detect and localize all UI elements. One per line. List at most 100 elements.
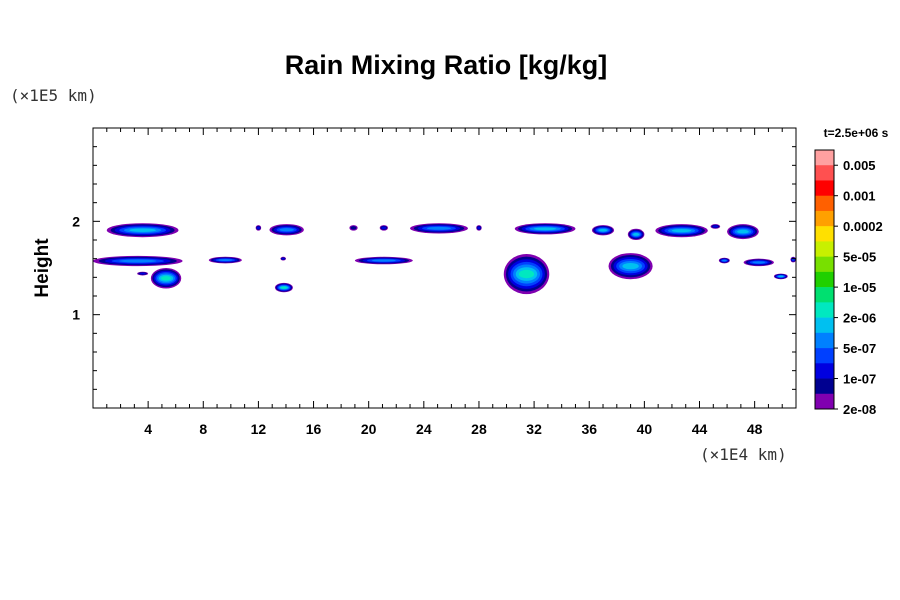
contour-region (773, 273, 788, 280)
contour-level (533, 227, 557, 231)
contour-level (371, 259, 396, 262)
contour-region (608, 253, 653, 280)
contour-region (137, 271, 149, 276)
x-axis-unit: (×1E4 km) (700, 445, 787, 464)
x-tick-label: 4 (144, 421, 152, 437)
colorbar-label: 0.005 (843, 158, 876, 173)
x-tick-label: 12 (251, 421, 267, 437)
x-tick-label: 24 (416, 421, 432, 437)
colorbar-label: 5e-07 (843, 341, 876, 356)
contour-level (778, 275, 784, 278)
colorbar-segment (815, 256, 834, 273)
contour-region (280, 256, 286, 261)
contour-level (752, 261, 766, 264)
contour-region (274, 282, 293, 293)
colorbar-frame (814, 149, 835, 410)
x-tick-label: 44 (692, 421, 708, 437)
colorbar-segment (815, 241, 834, 257)
x-tick-label: 16 (306, 421, 322, 437)
y-axis-unit: (×1E5 km) (10, 86, 97, 105)
colorbar-segment (815, 287, 834, 303)
contour-level (281, 257, 285, 260)
x-tick-label: 32 (526, 421, 542, 437)
y-axis-label: Height (32, 238, 53, 298)
contour-region (150, 268, 182, 289)
x-tick-label: 48 (747, 421, 763, 437)
chart-title: Rain Mixing Ratio [kg/kg] (285, 50, 608, 80)
contour-region (379, 225, 388, 231)
contour-region (710, 224, 721, 229)
contour-region (354, 256, 413, 265)
contour-region (208, 256, 242, 264)
contour-level (256, 226, 260, 230)
contour-region (718, 257, 730, 264)
time-label: t=2.5e+06 s (824, 126, 889, 140)
contour-level (712, 225, 719, 228)
contour-level (622, 262, 639, 270)
colorbar-segment (815, 363, 834, 379)
contour-region (93, 255, 183, 267)
axis-ticks (93, 128, 796, 408)
contour-level (518, 269, 535, 279)
plot-area (92, 127, 797, 409)
colorbar (814, 149, 835, 410)
colorbar-segment (815, 195, 834, 212)
contour-level (350, 226, 357, 230)
contour-region (514, 223, 576, 235)
contour-level (598, 228, 608, 232)
contour-level (139, 272, 146, 275)
contour-level (279, 228, 294, 232)
colorbar-segment (815, 332, 834, 349)
contour-level (280, 286, 287, 289)
contour-level (671, 229, 692, 233)
colorbar-segment (815, 165, 834, 181)
x-tick-label: 40 (637, 421, 653, 437)
contour-region (503, 254, 550, 295)
colorbar-segment (815, 210, 834, 227)
x-tick-label: 8 (199, 421, 207, 437)
colorbar-segment (815, 180, 834, 197)
contour-region (790, 256, 797, 263)
contour-level (737, 229, 749, 234)
contour-region (627, 228, 645, 240)
colorbar-label: 1e-07 (843, 372, 876, 387)
colorbar-label: 2e-08 (843, 402, 876, 417)
x-tick-label: 36 (581, 421, 597, 437)
colorbar-label: 0.0002 (843, 219, 883, 234)
contour-region (743, 258, 774, 267)
contour-level (722, 259, 727, 262)
contour-level (633, 233, 640, 236)
colorbar-labels: 0.005 0.001 0.0002 5e-05 1e-05 2e-06 5e-07 1e-0… (834, 158, 883, 417)
contour-level (129, 228, 156, 232)
contour-region (106, 223, 179, 238)
contour-region (269, 224, 304, 236)
colorbar-label: 0.001 (843, 189, 876, 204)
y-tick-label: 2 (72, 213, 80, 229)
contour-region (476, 225, 482, 231)
contour-region (255, 225, 262, 231)
contour-level (160, 276, 172, 281)
colorbar-segment (815, 378, 834, 395)
y-tick-label: 1 (72, 307, 80, 323)
colorbar-segment (815, 317, 834, 334)
contour-region (727, 224, 759, 240)
colorbar-segment (815, 348, 834, 364)
x-tick-label: 20 (361, 421, 377, 437)
contour-level (218, 259, 233, 262)
x-tick-labels: 4 8 12 16 20 24 28 32 36 40 44 48 (144, 421, 762, 437)
contour-regions (93, 223, 797, 295)
contour-level (381, 226, 387, 230)
colorbar-label: 5e-05 (843, 250, 876, 265)
y-tick-labels: 12 (72, 213, 80, 322)
colorbar-label: 1e-05 (843, 280, 876, 295)
colorbar-segment (815, 150, 834, 166)
contour-region (655, 224, 708, 238)
contour-level (119, 259, 157, 263)
colorbar-segment (815, 302, 834, 318)
contour-region (349, 225, 358, 231)
colorbar-segment (815, 226, 834, 242)
contour-level (426, 226, 452, 230)
contour-region (410, 223, 468, 234)
colorbar-segment (815, 393, 834, 410)
